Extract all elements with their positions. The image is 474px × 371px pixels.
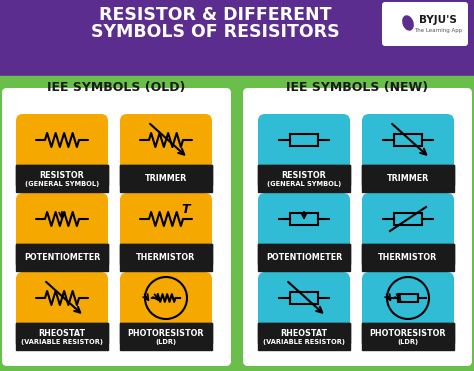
FancyBboxPatch shape bbox=[258, 193, 350, 271]
Text: RESISTOR: RESISTOR bbox=[282, 171, 327, 180]
Bar bbox=[362, 244, 454, 264]
Text: POTENTIOMETER: POTENTIOMETER bbox=[266, 253, 342, 262]
FancyBboxPatch shape bbox=[16, 193, 108, 271]
Text: PHOTORESISTOR: PHOTORESISTOR bbox=[128, 329, 204, 338]
Bar bbox=[120, 324, 212, 343]
FancyBboxPatch shape bbox=[258, 272, 350, 350]
Bar bbox=[0, 76, 474, 371]
Text: (GENERAL SYMBOL): (GENERAL SYMBOL) bbox=[25, 181, 99, 187]
Text: (GENERAL SYMBOL): (GENERAL SYMBOL) bbox=[267, 181, 341, 187]
Bar bbox=[16, 165, 108, 192]
Text: T: T bbox=[182, 203, 190, 216]
Bar bbox=[258, 165, 350, 185]
Text: RESISTOR: RESISTOR bbox=[40, 171, 84, 180]
FancyBboxPatch shape bbox=[16, 114, 108, 192]
Text: BYJU'S: BYJU'S bbox=[419, 15, 457, 25]
FancyBboxPatch shape bbox=[16, 272, 108, 350]
FancyBboxPatch shape bbox=[362, 114, 454, 192]
Bar bbox=[394, 213, 422, 225]
Bar bbox=[258, 244, 350, 271]
FancyBboxPatch shape bbox=[362, 193, 454, 271]
FancyBboxPatch shape bbox=[362, 324, 454, 350]
Text: (VARIABLE RESISTOR): (VARIABLE RESISTOR) bbox=[21, 338, 103, 345]
Bar bbox=[16, 165, 108, 185]
Text: POTENTIOMETER: POTENTIOMETER bbox=[24, 253, 100, 262]
Text: IEE SYMBOLS (OLD): IEE SYMBOLS (OLD) bbox=[47, 81, 185, 93]
Text: TRIMMER: TRIMMER bbox=[387, 174, 429, 183]
Bar bbox=[362, 165, 454, 185]
Bar bbox=[16, 324, 108, 343]
Bar bbox=[290, 292, 318, 304]
Text: TRIMMER: TRIMMER bbox=[145, 174, 187, 183]
Ellipse shape bbox=[402, 15, 414, 31]
Bar bbox=[120, 244, 212, 264]
Text: PHOTORESISTOR: PHOTORESISTOR bbox=[370, 329, 446, 338]
Bar bbox=[258, 165, 350, 192]
Bar bbox=[362, 165, 454, 192]
Bar bbox=[362, 324, 454, 343]
FancyBboxPatch shape bbox=[258, 165, 350, 192]
Text: THERMISTOR: THERMISTOR bbox=[378, 253, 438, 262]
Text: IEE SYMBOLS (NEW): IEE SYMBOLS (NEW) bbox=[286, 81, 428, 93]
Text: (LDR): (LDR) bbox=[397, 338, 419, 345]
FancyBboxPatch shape bbox=[120, 114, 212, 192]
FancyBboxPatch shape bbox=[258, 114, 350, 192]
FancyBboxPatch shape bbox=[120, 193, 212, 271]
Text: RESISTOR & DIFFERENT: RESISTOR & DIFFERENT bbox=[99, 6, 331, 24]
FancyBboxPatch shape bbox=[120, 324, 212, 350]
Bar bbox=[0, 0, 474, 76]
FancyBboxPatch shape bbox=[382, 2, 468, 46]
Bar bbox=[120, 165, 212, 192]
Bar bbox=[362, 244, 454, 271]
Text: SYMBOLS OF RESISITORS: SYMBOLS OF RESISITORS bbox=[91, 23, 339, 41]
FancyBboxPatch shape bbox=[362, 165, 454, 192]
Text: (VARIABLE RESISTOR): (VARIABLE RESISTOR) bbox=[263, 338, 345, 345]
Bar bbox=[258, 244, 350, 264]
Bar bbox=[290, 134, 318, 146]
Bar bbox=[120, 244, 212, 271]
Bar bbox=[16, 244, 108, 264]
Bar bbox=[258, 324, 350, 350]
FancyBboxPatch shape bbox=[362, 272, 454, 350]
Text: The Learning App: The Learning App bbox=[414, 27, 462, 33]
FancyBboxPatch shape bbox=[258, 324, 350, 350]
FancyBboxPatch shape bbox=[362, 244, 454, 271]
Bar bbox=[16, 324, 108, 350]
FancyBboxPatch shape bbox=[16, 244, 108, 271]
FancyBboxPatch shape bbox=[120, 272, 212, 350]
FancyBboxPatch shape bbox=[16, 324, 108, 350]
FancyBboxPatch shape bbox=[120, 165, 212, 192]
Bar bbox=[120, 324, 212, 350]
FancyBboxPatch shape bbox=[2, 88, 231, 366]
Bar bbox=[120, 165, 212, 185]
Bar bbox=[16, 244, 108, 271]
Text: RHEOSTAT: RHEOSTAT bbox=[281, 329, 328, 338]
Bar bbox=[394, 134, 422, 146]
FancyBboxPatch shape bbox=[243, 88, 472, 366]
FancyBboxPatch shape bbox=[120, 244, 212, 271]
FancyBboxPatch shape bbox=[16, 165, 108, 192]
Bar bbox=[258, 324, 350, 343]
Text: THERMISTOR: THERMISTOR bbox=[137, 253, 196, 262]
Bar bbox=[362, 324, 454, 350]
Bar bbox=[290, 213, 318, 225]
Bar bbox=[398, 294, 418, 302]
Text: (LDR): (LDR) bbox=[155, 338, 176, 345]
FancyBboxPatch shape bbox=[258, 244, 350, 271]
Text: RHEOSTAT: RHEOSTAT bbox=[38, 329, 86, 338]
